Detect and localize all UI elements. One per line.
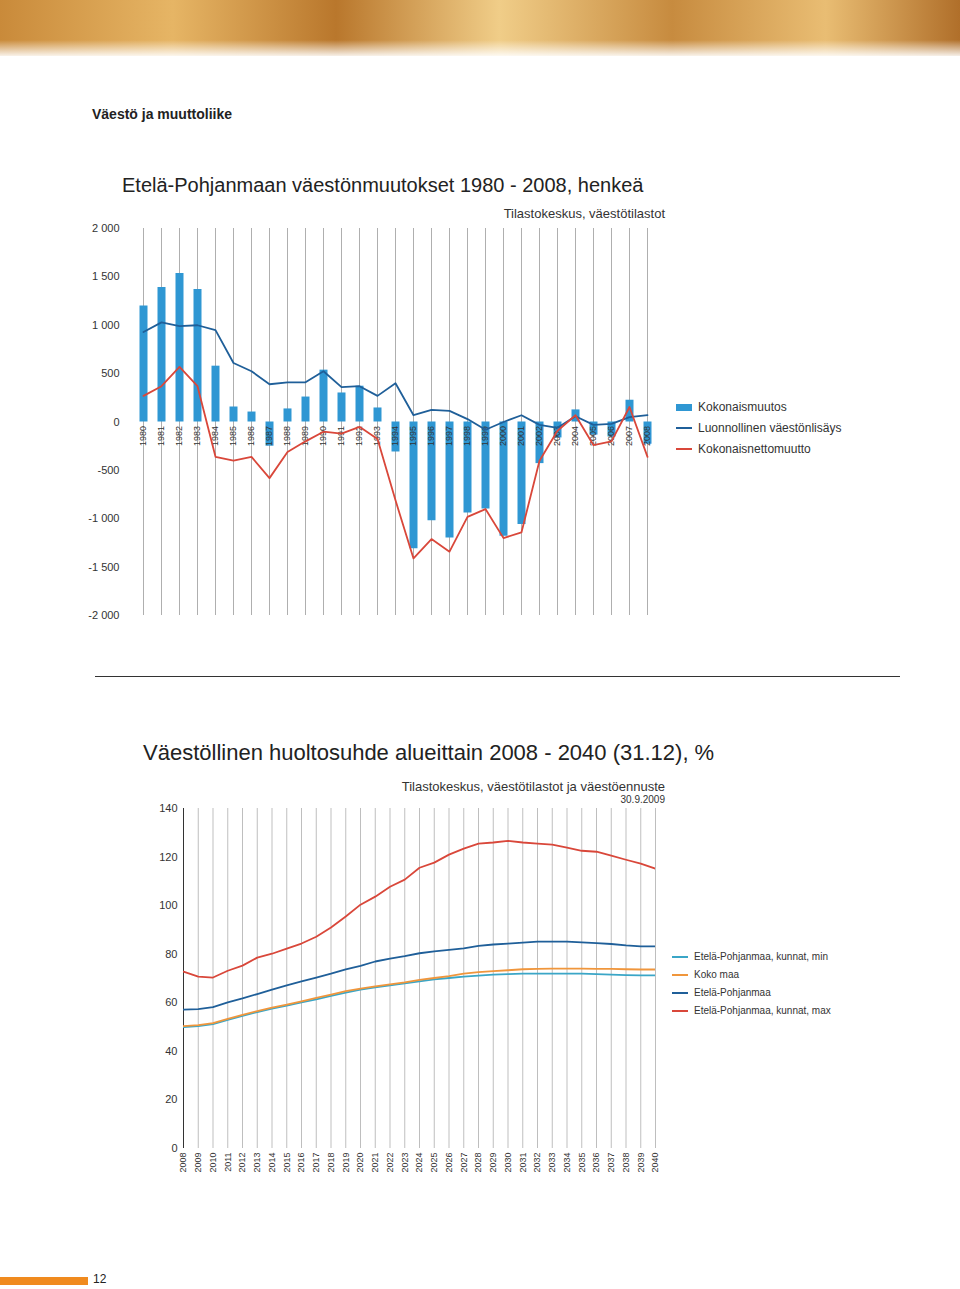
svg-text:1982: 1982 bbox=[174, 426, 184, 446]
svg-text:-1 000: -1 000 bbox=[88, 512, 119, 524]
svg-text:20: 20 bbox=[165, 1093, 177, 1105]
svg-text:1994: 1994 bbox=[390, 426, 400, 446]
html-text:Tilastokeskus, väestötilastot: Tilastokeskus, väestötilastot bbox=[503, 206, 665, 221]
svg-text:1981: 1981 bbox=[156, 426, 166, 446]
svg-text:1999: 1999 bbox=[480, 426, 491, 446]
svg-text:2032: 2032 bbox=[532, 1153, 542, 1173]
svg-text:2005: 2005 bbox=[588, 426, 598, 446]
svg-text:2017: 2017 bbox=[311, 1153, 321, 1173]
svg-text:2023: 2023 bbox=[400, 1153, 410, 1173]
svg-text:2007: 2007 bbox=[624, 426, 634, 446]
svg-text:2037: 2037 bbox=[606, 1153, 616, 1173]
svg-text:2024: 2024 bbox=[414, 1153, 424, 1173]
svg-text:500: 500 bbox=[101, 367, 119, 379]
html-text:30.9.2009: 30.9.2009 bbox=[620, 794, 665, 806]
html-text:Väestö ja muuttoliike: Väestö ja muuttoliike bbox=[92, 106, 232, 122]
svg-text:1995: 1995 bbox=[408, 426, 418, 446]
svg-text:0: 0 bbox=[113, 416, 119, 428]
svg-text:1986: 1986 bbox=[246, 426, 256, 446]
svg-text:2036: 2036 bbox=[591, 1153, 601, 1173]
svg-text:40: 40 bbox=[165, 1045, 177, 1057]
svg-text:2015: 2015 bbox=[282, 1153, 292, 1173]
html-text:Etelä-Pohjanmaa: Etelä-Pohjanmaa bbox=[694, 987, 771, 998]
svg-text:2025: 2025 bbox=[429, 1153, 439, 1173]
svg-text:1989: 1989 bbox=[300, 426, 311, 446]
svg-text:60: 60 bbox=[165, 996, 177, 1008]
svg-text:2013: 2013 bbox=[252, 1153, 262, 1173]
svg-text:2003: 2003 bbox=[552, 426, 563, 446]
html-text:Luonnollinen väestönlisäys: Luonnollinen väestönlisäys bbox=[698, 421, 842, 435]
svg-text:0: 0 bbox=[171, 1142, 177, 1154]
svg-text:100: 100 bbox=[159, 899, 177, 911]
html-text:Etelä-Pohjanmaan väestönmuutok: Etelä-Pohjanmaan väestönmuutokset 1980 -… bbox=[122, 174, 644, 196]
html-text:Etelä-Pohjanmaa, kunnat, min: Etelä-Pohjanmaa, kunnat, min bbox=[694, 951, 828, 962]
svg-text:1992: 1992 bbox=[354, 426, 365, 446]
svg-text:2010: 2010 bbox=[208, 1153, 218, 1173]
svg-text:1991: 1991 bbox=[336, 426, 346, 446]
svg-text:2033: 2033 bbox=[547, 1153, 557, 1173]
svg-text:140: 140 bbox=[159, 802, 177, 814]
html-text:Kokonaismuutos: Kokonaismuutos bbox=[698, 400, 787, 414]
svg-text:2026: 2026 bbox=[444, 1153, 454, 1173]
svg-text:2008: 2008 bbox=[642, 426, 652, 446]
svg-text:-2 000: -2 000 bbox=[88, 609, 119, 621]
svg-text:2035: 2035 bbox=[577, 1153, 587, 1173]
svg-text:2018: 2018 bbox=[326, 1153, 336, 1173]
svg-text:2034: 2034 bbox=[562, 1153, 572, 1173]
svg-text:1984: 1984 bbox=[210, 426, 221, 446]
html-text:Tilastokeskus, väestötilastot: Tilastokeskus, väestötilastot ja väestöe… bbox=[401, 779, 665, 794]
svg-text:2000: 2000 bbox=[498, 426, 508, 446]
svg-text:2006: 2006 bbox=[606, 426, 617, 446]
svg-text:1998: 1998 bbox=[462, 426, 472, 446]
svg-text:2019: 2019 bbox=[341, 1153, 351, 1173]
svg-text:2040: 2040 bbox=[650, 1153, 660, 1173]
svg-text:2 000: 2 000 bbox=[92, 222, 120, 234]
svg-text:1997: 1997 bbox=[444, 426, 454, 446]
html-text:12: 12 bbox=[93, 1272, 107, 1286]
svg-text:1993: 1993 bbox=[372, 426, 383, 446]
svg-text:2016: 2016 bbox=[296, 1153, 306, 1173]
svg-text:2039: 2039 bbox=[636, 1153, 646, 1173]
html-text:Etelä-Pohjanmaa, kunnat, max: Etelä-Pohjanmaa, kunnat, max bbox=[694, 1005, 831, 1016]
svg-text:2008: 2008 bbox=[178, 1153, 188, 1173]
svg-text:2022: 2022 bbox=[385, 1153, 395, 1173]
svg-text:2028: 2028 bbox=[473, 1153, 483, 1173]
svg-text:2004: 2004 bbox=[570, 426, 580, 446]
svg-text:1996: 1996 bbox=[426, 426, 436, 446]
svg-text:2031: 2031 bbox=[518, 1153, 528, 1173]
svg-text:2021: 2021 bbox=[370, 1153, 380, 1173]
html-text:Kokonaisnettomuutto: Kokonaisnettomuutto bbox=[698, 442, 811, 456]
svg-text:1985: 1985 bbox=[228, 426, 238, 446]
svg-text:1980: 1980 bbox=[138, 426, 148, 446]
svg-text:2009: 2009 bbox=[193, 1153, 203, 1173]
svg-text:2030: 2030 bbox=[503, 1153, 513, 1173]
svg-text:-1 500: -1 500 bbox=[88, 561, 119, 573]
svg-text:2020: 2020 bbox=[355, 1153, 365, 1173]
svg-text:1987: 1987 bbox=[264, 426, 274, 446]
svg-text:1990: 1990 bbox=[318, 426, 328, 446]
svg-text:2001: 2001 bbox=[516, 426, 526, 446]
html-text:Koko maa: Koko maa bbox=[694, 969, 739, 980]
html-text:Väestöllinen huoltosuhde aluei: Väestöllinen huoltosuhde alueittain 2008… bbox=[143, 740, 715, 765]
svg-text:2002: 2002 bbox=[534, 426, 544, 446]
svg-text:2027: 2027 bbox=[459, 1153, 469, 1173]
svg-text:2029: 2029 bbox=[488, 1153, 498, 1173]
svg-text:1988: 1988 bbox=[282, 426, 292, 446]
svg-text:-500: -500 bbox=[97, 464, 119, 476]
svg-text:2012: 2012 bbox=[237, 1153, 247, 1173]
svg-text:2038: 2038 bbox=[621, 1153, 631, 1173]
svg-text:2014: 2014 bbox=[267, 1153, 277, 1173]
svg-text:1983: 1983 bbox=[192, 426, 202, 446]
svg-text:1 000: 1 000 bbox=[92, 319, 120, 331]
svg-text:80: 80 bbox=[165, 948, 177, 960]
svg-text:1 500: 1 500 bbox=[92, 270, 120, 282]
svg-text:2011: 2011 bbox=[223, 1153, 233, 1172]
svg-text:120: 120 bbox=[159, 851, 177, 863]
